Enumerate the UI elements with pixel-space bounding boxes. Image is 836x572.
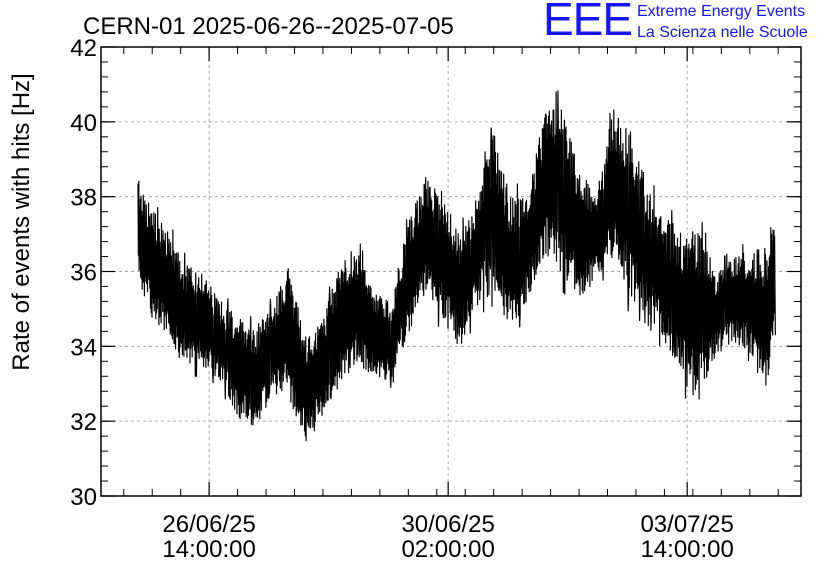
- x-tick-label-time: 14:00:00: [640, 536, 733, 563]
- x-tick-label-date: 03/07/25: [640, 511, 733, 538]
- x-tick-label-date: 26/06/25: [162, 511, 255, 538]
- chart-title: CERN-01 2025-06-26--2025-07-05: [83, 13, 454, 40]
- data-series: [137, 90, 776, 442]
- y-tick-label: 38: [70, 185, 97, 212]
- logo-line-la-scienza: La Scienza nelle Scuole: [637, 24, 808, 41]
- y-axis-label: Rate of events with hits [Hz]: [8, 73, 35, 370]
- x-tick-label-time: 14:00:00: [162, 536, 255, 563]
- y-tick-label: 32: [70, 409, 97, 436]
- tick-labels: 3032343638404226/06/2514:00:0030/06/2502…: [70, 35, 734, 563]
- y-tick-label: 30: [70, 484, 97, 511]
- y-tick-label: 34: [70, 334, 97, 361]
- y-tick-label: 42: [70, 35, 97, 62]
- axis-ticks: [101, 46, 801, 497]
- x-tick-label-date: 30/06/25: [401, 511, 494, 538]
- x-tick-label-time: 02:00:00: [401, 536, 494, 563]
- logo-line-extreme-energy-events: Extreme Energy Events: [637, 3, 806, 20]
- y-tick-label: 36: [70, 260, 97, 287]
- y-tick-label: 40: [70, 110, 97, 137]
- eee-logo: EEE: [543, 0, 633, 45]
- rate-series-line: [137, 90, 776, 442]
